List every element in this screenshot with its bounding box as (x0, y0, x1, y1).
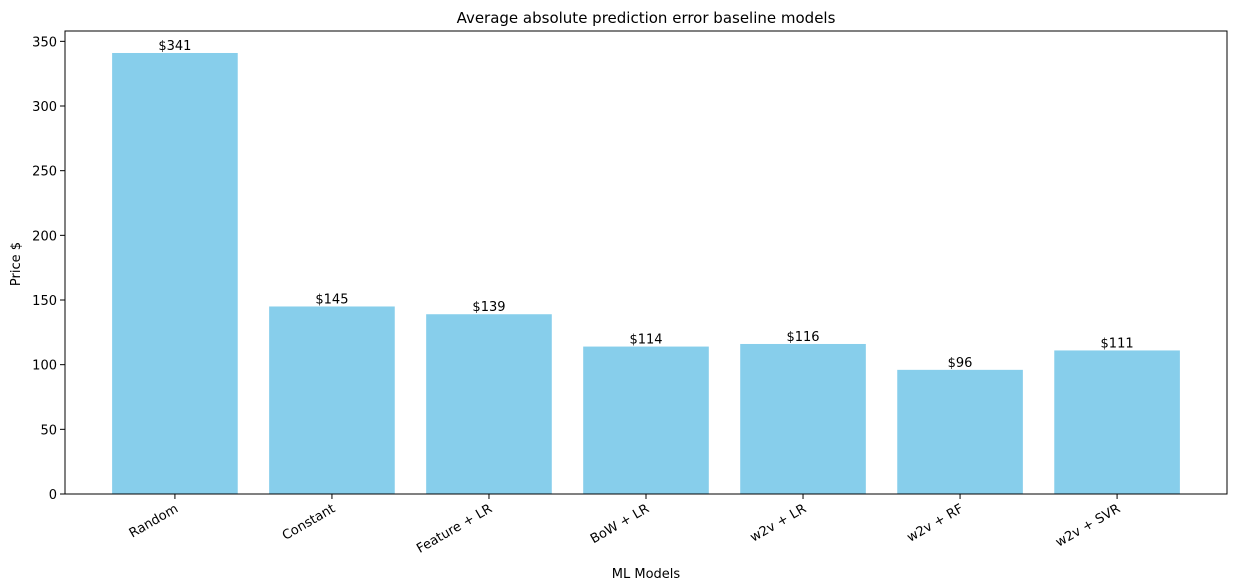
bar-value-label: $116 (786, 330, 819, 345)
y-tick-label: 0 (49, 488, 57, 503)
y-tick-label: 50 (40, 423, 57, 438)
x-tick-label: Random (127, 501, 181, 541)
x-tick-label: w2v + LR (748, 501, 809, 545)
y-axis: 0 50 100 150 200 250 300 350 (32, 35, 65, 503)
bar-6 (1054, 350, 1180, 494)
y-tick-label: 350 (32, 35, 57, 50)
y-tick-label: 200 (32, 229, 57, 244)
bar-value-label: $139 (472, 300, 505, 315)
x-tick-label: Constant (280, 501, 338, 543)
y-tick-label: 300 (32, 100, 57, 115)
x-axis: Random Constant Feature + LR BoW + LR w2v + … (127, 494, 1123, 557)
bar-value-label: $145 (315, 292, 348, 307)
y-tick-label: 100 (32, 359, 57, 374)
plot-area: $341 $145 $139 $114 $116 $96 $111 (112, 39, 1180, 495)
chart-title: Average absolute prediction error baseli… (457, 9, 836, 27)
x-tick-label: BoW + LR (588, 501, 652, 547)
bar-3 (583, 346, 709, 494)
y-tick-label: 250 (32, 165, 57, 180)
y-tick-label: 150 (32, 294, 57, 309)
x-tick-label: Feature + LR (414, 501, 495, 556)
bar-value-label: $114 (629, 333, 662, 348)
x-tick-label: w2v + SVR (1053, 501, 1123, 550)
x-axis-label: ML Models (612, 567, 681, 582)
bar-value-label: $341 (158, 39, 191, 54)
bar-4 (740, 343, 866, 494)
x-tick-label: w2v + RF (905, 501, 966, 545)
bar-0 (112, 52, 238, 495)
bar-1 (269, 306, 395, 494)
bar-value-label: $111 (1101, 336, 1134, 351)
bar-5 (897, 369, 1023, 494)
y-axis-label: Price $ (9, 242, 24, 286)
bar-value-label: $96 (948, 356, 973, 371)
bar-2 (426, 314, 552, 494)
